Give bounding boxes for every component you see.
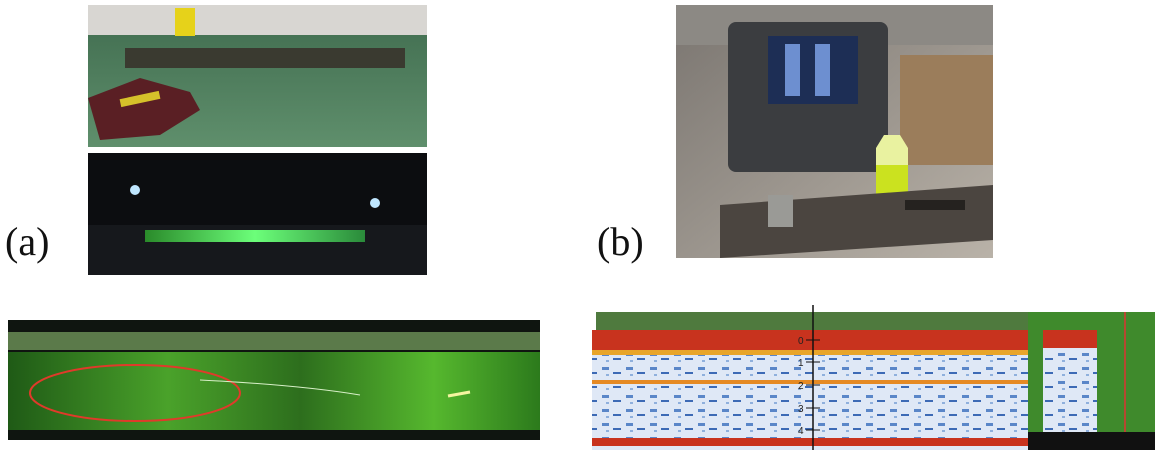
photo-fluorescent — [88, 153, 427, 275]
depth-label: 4 — [798, 426, 804, 437]
depth-label: 3 — [798, 404, 804, 415]
photo-setup — [88, 5, 427, 147]
panel-label: (b) — [597, 218, 644, 265]
photos: 0 1 2 3 4 — [0, 0, 1155, 450]
panel-label: (a) — [5, 218, 49, 265]
depth-label: 2 — [798, 381, 804, 392]
figure: 0 1 2 3 4 (a) (b) — [0, 0, 1155, 450]
photo-bscan — [592, 305, 1155, 450]
depth-label: 1 — [798, 358, 804, 369]
depth-label: 0 — [798, 336, 804, 347]
photo-ultrasonic — [676, 5, 993, 258]
photo-mpi-strip — [8, 320, 540, 440]
